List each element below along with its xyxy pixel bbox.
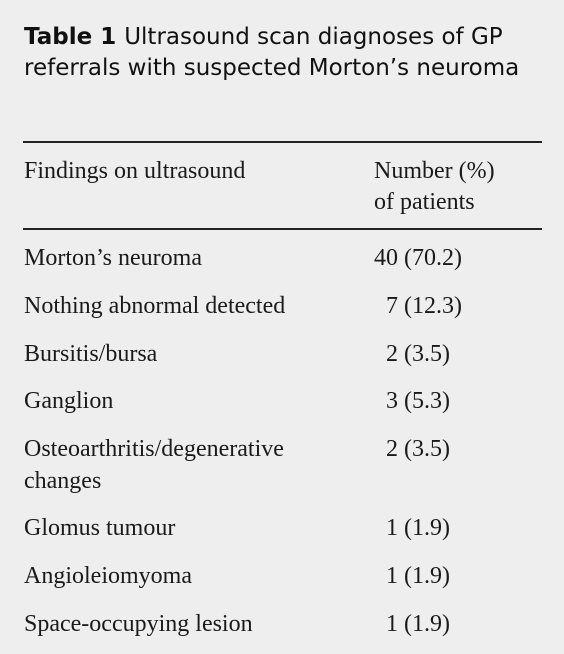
row-finding: Osteoarthritis/degenerative changes: [24, 436, 284, 494]
column-header-findings: Findings on ultrasound: [24, 158, 246, 184]
table-caption: Table 1 Ultrasound scan diagnoses of GP r…: [24, 22, 544, 84]
row-value: 1 (1.9): [374, 611, 450, 637]
top-rule: [23, 141, 542, 143]
table-label: Table 1: [24, 24, 117, 50]
header-rule: [23, 228, 542, 230]
row-finding: Space-occupying lesion: [24, 611, 253, 637]
row-finding: Angioleiomyoma: [24, 563, 192, 589]
row-value: 40 (70.2): [374, 245, 462, 271]
row-finding: Morton’s neuroma: [24, 245, 202, 271]
column-header-number: Number (%) of patients: [374, 156, 544, 218]
row-value: 1 (1.9): [374, 563, 450, 589]
row-finding: Nothing abnormal detected: [24, 293, 286, 319]
table-caption-text: Ultrasound scan diagnoses of GP referral…: [24, 24, 520, 81]
row-value: 3 (5.3): [374, 388, 450, 414]
row-value: 2 (3.5): [374, 341, 450, 367]
column-header-number-line2: of patients: [374, 189, 475, 215]
row-value: 1 (1.9): [374, 515, 450, 541]
row-value: 2 (3.5): [374, 436, 450, 462]
row-finding: Ganglion: [24, 388, 114, 414]
row-finding: Glomus tumour: [24, 515, 176, 541]
row-finding: Bursitis/bursa: [24, 341, 158, 367]
row-value: 7 (12.3): [374, 293, 462, 319]
column-header-number-line1: Number (%): [374, 158, 495, 184]
